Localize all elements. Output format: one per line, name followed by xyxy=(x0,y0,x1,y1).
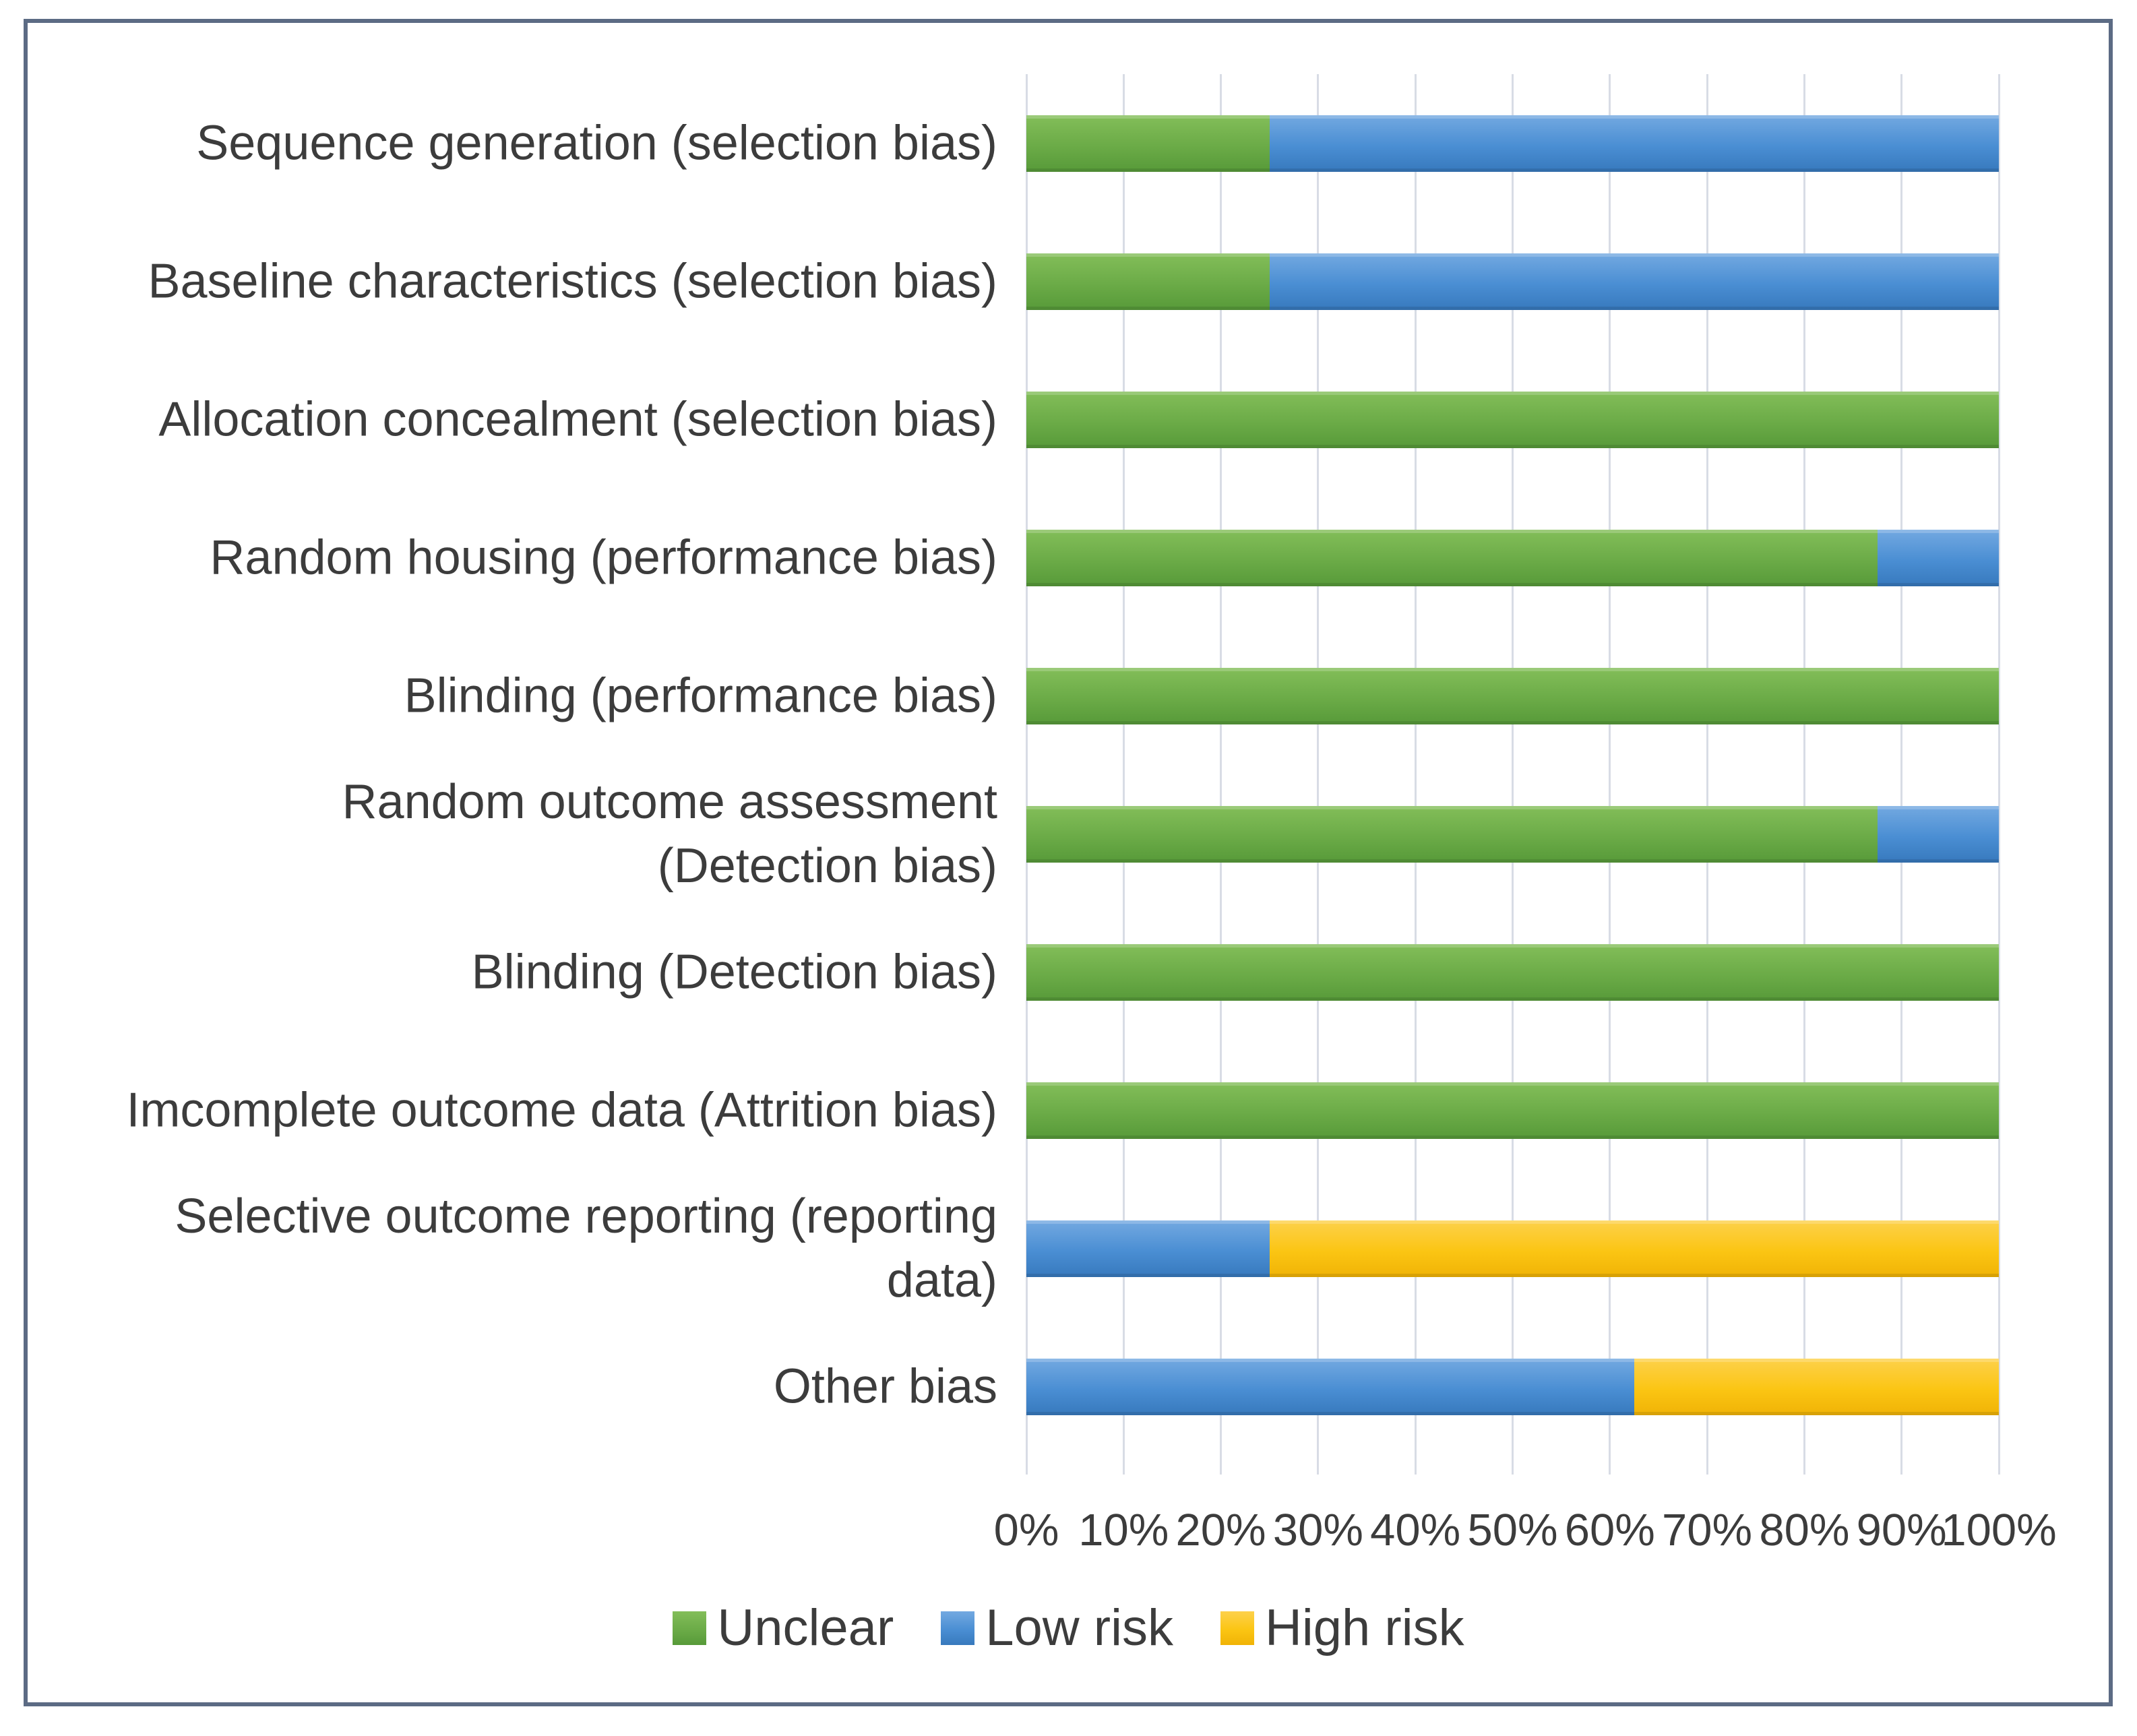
bar-segment-low-risk xyxy=(1269,253,1999,310)
legend-item: High risk xyxy=(1220,1599,1464,1657)
legend-label: Unclear xyxy=(717,1599,894,1656)
gridline xyxy=(1414,74,1417,1475)
bar-segment-high-risk xyxy=(1634,1359,1999,1415)
gridline xyxy=(1900,74,1903,1475)
bar-segment-unclear xyxy=(1026,253,1270,310)
category-label: Other bias xyxy=(773,1359,997,1414)
x-axis-tick-label: 40% xyxy=(1370,1505,1461,1555)
gridline xyxy=(1706,74,1708,1475)
category-label: Selective outcome reporting (reporting d… xyxy=(175,1189,997,1307)
category-label: Blinding (performance bias) xyxy=(404,669,997,723)
category-label: Sequence generation (selection bias) xyxy=(196,116,997,170)
x-axis-tick-label: 80% xyxy=(1759,1505,1850,1555)
legend-swatch-high-risk xyxy=(1220,1611,1254,1645)
gridline xyxy=(1803,74,1805,1475)
gridline xyxy=(1220,74,1222,1475)
bar-segment-unclear xyxy=(1026,392,1999,448)
legend: Unclear Low risk High risk xyxy=(0,1599,2137,1657)
category-label: Random outcome assessment (Detection bia… xyxy=(342,774,997,893)
category-label: Baseline characteristics (selection bias… xyxy=(148,254,997,309)
legend-label: Low risk xyxy=(985,1599,1173,1656)
bar-segment-unclear xyxy=(1026,944,1999,1001)
category-label: Imcomplete outcome data (Attrition bias) xyxy=(126,1083,997,1138)
bar-segment-low-risk xyxy=(1877,806,1999,863)
bar-segment-unclear xyxy=(1026,1082,1999,1139)
bar-segment-low-risk xyxy=(1877,530,1999,586)
category-label: Allocation concealment (selection bias) xyxy=(158,392,997,447)
legend-swatch-low-risk xyxy=(941,1611,975,1645)
bar-segment-unclear xyxy=(1026,115,1270,172)
gridline xyxy=(1997,74,2000,1475)
x-axis-tick-label: 60% xyxy=(1564,1505,1655,1555)
category-label: Random housing (performance bias) xyxy=(210,530,997,585)
bar-segment-low-risk xyxy=(1026,1359,1634,1415)
legend-swatch-unclear xyxy=(673,1611,707,1645)
gridline xyxy=(1122,74,1125,1475)
bar-segment-unclear xyxy=(1026,530,1878,586)
bar-segment-unclear xyxy=(1026,806,1878,863)
legend-item: Unclear xyxy=(673,1599,894,1657)
x-axis-tick-label: 90% xyxy=(1856,1505,1947,1555)
bar-segment-low-risk xyxy=(1026,1220,1270,1277)
x-axis-tick-label: 30% xyxy=(1272,1505,1363,1555)
x-axis-tick-label: 20% xyxy=(1175,1505,1266,1555)
x-axis-tick-label: 10% xyxy=(1078,1505,1169,1555)
x-axis-tick-label: 50% xyxy=(1467,1505,1558,1555)
gridline xyxy=(1609,74,1611,1475)
bar-segment-unclear xyxy=(1026,668,1999,724)
category-label: Blinding (Detection bias) xyxy=(471,945,997,999)
gridline xyxy=(1025,74,1028,1475)
gridline xyxy=(1317,74,1320,1475)
x-axis-tick-label: 100% xyxy=(1941,1505,2057,1555)
legend-item: Low risk xyxy=(941,1599,1173,1657)
bar-segment-high-risk xyxy=(1269,1220,1999,1277)
bar-segment-low-risk xyxy=(1269,115,1999,172)
legend-label: High risk xyxy=(1265,1599,1464,1656)
x-axis-tick-label: 0% xyxy=(993,1505,1059,1555)
x-axis-tick-label: 70% xyxy=(1662,1505,1753,1555)
gridline xyxy=(1512,74,1514,1475)
